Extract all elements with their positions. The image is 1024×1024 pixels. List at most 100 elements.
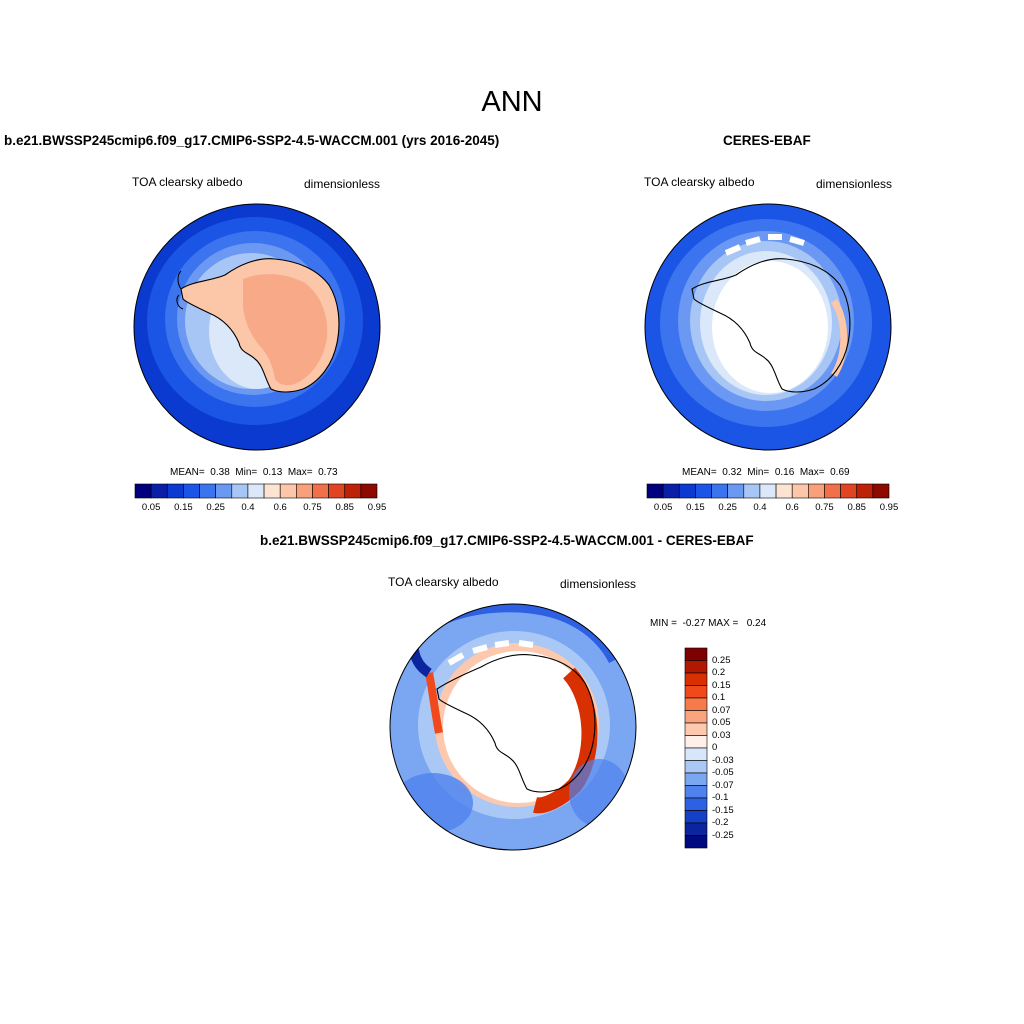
panel1-stats: MEAN= 0.38 Min= 0.13 Max= 0.73 [170, 467, 338, 478]
colorbar-tick-label: 0.95 [367, 502, 387, 513]
colorbar-swatch [684, 660, 708, 674]
colorbar-swatch [684, 685, 708, 699]
colorbar-swatch [759, 483, 777, 499]
panel2-units-label: dimensionless [816, 177, 893, 191]
colorbar-tick-label: 0.07 [712, 704, 731, 716]
panel1-colorbar [134, 483, 378, 499]
colorbar-tick-label: 0.05 [653, 502, 673, 513]
colorbar-tick-label: 0.25 [712, 654, 731, 666]
colorbar-swatch [775, 483, 793, 499]
colorbar-swatch [662, 483, 680, 499]
colorbar-tick-label: 0.85 [847, 502, 866, 513]
colorbar-swatch [166, 483, 184, 499]
colorbar-swatch [856, 483, 874, 499]
colorbar-swatch [684, 772, 708, 786]
antarctica-outline [436, 654, 596, 793]
panel2-stats: MEAN= 0.32 Min= 0.16 Max= 0.69 [682, 467, 850, 478]
colorbar-tick-label: 0.1 [712, 692, 726, 703]
colorbar-swatch [684, 710, 708, 724]
colorbar-tick-label: -0.03 [712, 754, 734, 766]
colorbar-swatch [840, 483, 858, 499]
colorbar-tick-label: 0.6 [785, 502, 799, 513]
colorbar-swatch [344, 483, 362, 499]
colorbar-swatch [684, 647, 708, 661]
colorbar-swatch [150, 483, 168, 499]
colorbar-tick-label: 0.2 [712, 667, 726, 678]
colorbar-tick-label: -0.25 [712, 829, 734, 841]
colorbar-swatch [684, 835, 708, 849]
colorbar-swatch [684, 810, 708, 824]
colorbar-tick-label: -0.2 [712, 817, 729, 828]
colorbar-swatch [684, 747, 708, 761]
colorbar-swatch [183, 483, 200, 499]
colorbar-swatch [247, 483, 265, 499]
colorbar-tick-label: 0.95 [879, 502, 899, 513]
panel2-colorbar [646, 483, 890, 499]
colorbar-tick-label: 0.75 [303, 502, 322, 513]
panel2-variable-label: TOA clearsky albedo [644, 175, 755, 189]
colorbar-tick-label: -0.05 [712, 767, 734, 778]
colorbar-swatch [199, 483, 216, 499]
panel3-title: b.e21.BWSSP245cmip6.f09_g17.CMIP6-SSP2-4… [260, 533, 754, 548]
panel1-polar-map [133, 203, 381, 451]
colorbar-swatch [263, 483, 281, 499]
colorbar-swatch [872, 483, 890, 499]
panel1-title: b.e21.BWSSP245cmip6.f09_g17.CMIP6-SSP2-4… [4, 133, 500, 148]
panel3-variable-label: TOA clearsky albedo [388, 575, 499, 589]
panel3-units-label: dimensionless [560, 577, 637, 591]
colorbar-swatch [684, 785, 708, 799]
panel3-polar-map [389, 603, 637, 851]
colorbar-tick-label: 0.85 [335, 502, 354, 513]
colorbar-swatch [360, 483, 378, 499]
panel2-colorbar-ticks: 0.05 0.15 0.25 0.4 0.6 0.75 0.85 0.95 [647, 502, 898, 516]
antarctica-outline [691, 258, 851, 393]
colorbar-tick-label: 0.15 [174, 502, 193, 513]
panel3-stats: MIN = -0.27 MAX = 0.24 [650, 618, 767, 629]
colorbar-swatch [684, 722, 708, 736]
colorbar-swatch [646, 483, 664, 499]
colorbar-swatch [684, 697, 708, 711]
colorbar-swatch [684, 797, 708, 811]
panel1-variable-label: TOA clearsky albedo [132, 175, 243, 189]
colorbar-swatch [711, 483, 728, 499]
colorbar-tick-label: 0.15 [686, 502, 705, 513]
panel1-units-label: dimensionless [304, 177, 381, 191]
colorbar-tick-label: 0.05 [712, 717, 731, 728]
colorbar-swatch [743, 483, 761, 499]
main-title: ANN [481, 86, 543, 118]
colorbar-tick-label: 0.25 [206, 502, 225, 513]
panel3-colorbar [684, 647, 708, 849]
colorbar-swatch [791, 483, 809, 499]
panel3-colorbar-ticks: 0.25 0.2 0.15 0.1 0.07 0.05 0.03 0 -0.03 -0.05 -0.… [710, 648, 770, 848]
colorbar-tick-label: 0.05 [141, 502, 161, 513]
colorbar-swatch [684, 822, 708, 836]
colorbar-tick-label: 0.15 [712, 679, 731, 691]
colorbar-tick-label: 0.4 [753, 502, 767, 513]
colorbar-swatch [296, 483, 313, 499]
colorbar-tick-label: 0 [712, 742, 718, 753]
colorbar-tick-label: -0.1 [712, 792, 729, 803]
colorbar-swatch [727, 483, 745, 499]
colorbar-tick-label: 0.25 [718, 502, 737, 513]
colorbar-swatch [328, 483, 346, 499]
panel2-polar-map [644, 203, 892, 451]
panel2-title: CERES-EBAF [723, 133, 811, 148]
colorbar-swatch [695, 483, 712, 499]
colorbar-tick-label: 0.4 [241, 502, 255, 513]
colorbar-swatch [215, 483, 233, 499]
colorbar-tick-label: -0.07 [712, 779, 734, 791]
colorbar-swatch [808, 483, 825, 499]
colorbar-tick-label: 0.03 [712, 729, 731, 741]
colorbar-tick-label: 0.75 [815, 502, 834, 513]
colorbar-swatch [684, 735, 708, 749]
colorbar-swatch [312, 483, 329, 499]
colorbar-swatch [279, 483, 297, 499]
colorbar-tick-label: -0.15 [712, 804, 734, 816]
colorbar-swatch [824, 483, 841, 499]
colorbar-swatch [134, 483, 152, 499]
colorbar-swatch [231, 483, 249, 499]
colorbar-swatch [678, 483, 696, 499]
colorbar-swatch [684, 672, 708, 686]
colorbar-tick-label: 0.6 [273, 502, 287, 513]
colorbar-swatch [684, 760, 708, 774]
